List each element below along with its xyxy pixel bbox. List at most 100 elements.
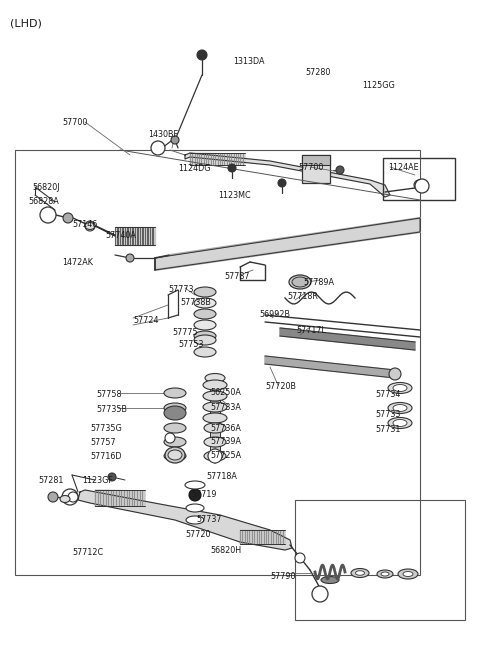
Ellipse shape (203, 402, 227, 412)
Ellipse shape (164, 423, 186, 433)
Circle shape (171, 136, 179, 144)
Bar (302, 155, 330, 183)
Circle shape (415, 179, 429, 193)
Circle shape (414, 180, 424, 190)
Polygon shape (128, 227, 130, 245)
Text: 56820H: 56820H (210, 546, 241, 555)
Polygon shape (135, 227, 137, 245)
Text: 57739A: 57739A (210, 437, 241, 446)
Ellipse shape (204, 451, 226, 461)
Text: 57725A: 57725A (210, 451, 241, 460)
Text: 57720: 57720 (185, 530, 211, 539)
Ellipse shape (186, 516, 204, 524)
Ellipse shape (356, 571, 364, 575)
Circle shape (151, 141, 165, 155)
Circle shape (278, 179, 286, 187)
Polygon shape (120, 227, 121, 245)
Polygon shape (138, 227, 140, 245)
Polygon shape (127, 227, 128, 245)
Text: 56828A: 56828A (28, 197, 59, 206)
Ellipse shape (203, 391, 227, 401)
Text: 57757: 57757 (90, 438, 116, 447)
Text: (LHD): (LHD) (10, 18, 42, 28)
Ellipse shape (393, 405, 407, 411)
Text: 57736A: 57736A (210, 424, 241, 433)
Text: 57790: 57790 (270, 572, 296, 581)
Text: 57733: 57733 (375, 410, 400, 419)
Circle shape (62, 489, 78, 505)
Polygon shape (117, 227, 119, 245)
Polygon shape (125, 227, 127, 245)
Text: 57740A: 57740A (105, 231, 136, 240)
Polygon shape (132, 227, 133, 245)
Text: 57720B: 57720B (265, 382, 296, 391)
Ellipse shape (164, 406, 186, 420)
Ellipse shape (377, 570, 393, 578)
Bar (295, 500, 465, 620)
Ellipse shape (60, 495, 70, 502)
Bar (15, 150, 420, 575)
Ellipse shape (194, 309, 216, 319)
Ellipse shape (403, 572, 413, 576)
Ellipse shape (85, 223, 95, 229)
Text: 56820J: 56820J (32, 183, 60, 192)
Polygon shape (210, 378, 220, 460)
Polygon shape (185, 153, 390, 197)
Ellipse shape (289, 275, 311, 289)
Polygon shape (142, 227, 144, 245)
Text: 57700: 57700 (298, 163, 324, 172)
Circle shape (189, 489, 201, 501)
Ellipse shape (204, 437, 226, 447)
Text: 1125GG: 1125GG (362, 81, 395, 90)
Ellipse shape (388, 417, 412, 428)
Text: 57719: 57719 (191, 490, 216, 499)
Ellipse shape (205, 373, 225, 383)
Text: 56250A: 56250A (210, 388, 241, 397)
Text: 1123GF: 1123GF (82, 476, 113, 485)
Polygon shape (137, 227, 138, 245)
Polygon shape (123, 227, 125, 245)
Text: 1430BF: 1430BF (148, 130, 178, 139)
Text: 57735G: 57735G (90, 424, 122, 433)
Circle shape (85, 221, 95, 231)
Circle shape (228, 164, 236, 172)
Bar (383, 158, 455, 200)
Text: 57773: 57773 (168, 285, 193, 294)
Text: 57775: 57775 (172, 328, 198, 337)
Text: 57733A: 57733A (210, 403, 241, 412)
Text: 57789A: 57789A (303, 278, 334, 287)
Circle shape (108, 473, 116, 481)
Text: 57734: 57734 (375, 390, 400, 399)
Polygon shape (144, 227, 145, 245)
Polygon shape (147, 227, 148, 245)
Text: 57281: 57281 (38, 476, 63, 485)
Ellipse shape (381, 572, 389, 576)
Text: 1472AK: 1472AK (62, 258, 93, 267)
Ellipse shape (393, 419, 407, 426)
Ellipse shape (185, 481, 205, 489)
Polygon shape (140, 227, 142, 245)
Text: 1313DA: 1313DA (233, 57, 264, 66)
Text: 57737: 57737 (196, 515, 221, 524)
Ellipse shape (351, 569, 369, 578)
Text: 56992B: 56992B (259, 310, 290, 319)
Bar (302, 155, 330, 165)
Polygon shape (265, 356, 395, 378)
Circle shape (208, 449, 222, 463)
Circle shape (197, 50, 207, 60)
Circle shape (48, 492, 58, 502)
Ellipse shape (194, 320, 216, 330)
Circle shape (336, 166, 344, 174)
Ellipse shape (388, 383, 412, 394)
Ellipse shape (203, 413, 227, 423)
Text: 57787: 57787 (224, 272, 250, 281)
Ellipse shape (398, 569, 418, 579)
Text: 57280: 57280 (305, 68, 330, 77)
Text: 1123MC: 1123MC (218, 191, 251, 200)
Circle shape (126, 254, 134, 262)
Text: 57753: 57753 (178, 340, 204, 349)
Polygon shape (240, 530, 285, 544)
Polygon shape (152, 227, 153, 245)
Text: 57717L: 57717L (296, 326, 326, 335)
Ellipse shape (186, 504, 204, 512)
